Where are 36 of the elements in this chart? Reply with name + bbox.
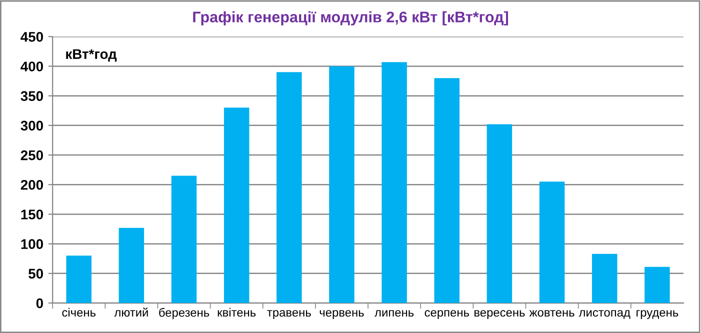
bar	[118, 228, 144, 304]
y-tick-label: 250	[20, 150, 43, 160]
y-tick-label: 400	[20, 62, 43, 72]
y-tick-label: 150	[21, 210, 43, 220]
y-tick-label: 50	[28, 268, 43, 279]
x-tick-label: грудень	[636, 310, 678, 320]
y-tick-label: 450	[20, 32, 43, 42]
bar	[224, 108, 250, 304]
x-tick-label: липень	[374, 310, 414, 317]
x-tick-label: серпень	[424, 310, 469, 320]
bar	[644, 266, 670, 304]
x-tick-label: березень	[159, 308, 210, 320]
y-axis-title: кВт*год	[66, 49, 117, 62]
x-tick-label: квітень	[218, 308, 256, 317]
bar	[592, 254, 618, 304]
bar	[329, 66, 354, 304]
bar	[171, 176, 197, 304]
x-tick-label: червень	[320, 310, 364, 320]
y-tick-label: 200	[20, 180, 43, 190]
x-tick-label: січень	[62, 308, 96, 317]
bar	[276, 72, 302, 304]
bar	[434, 78, 460, 304]
y-tick-label: 0	[36, 298, 43, 308]
y-tick-label: 300	[20, 120, 43, 131]
bar	[382, 62, 407, 304]
y-tick-label: 100	[21, 239, 43, 249]
x-tick-label: вересень	[474, 310, 525, 320]
bar	[486, 124, 512, 304]
x-tick-label: лютий	[114, 308, 148, 317]
chart-title: Графік генерації модулів 2,6 кВт [кВт*год]	[193, 11, 508, 26]
x-tick-label: листопад	[578, 310, 630, 319]
bar	[539, 182, 565, 304]
bar	[66, 256, 92, 304]
x-tick-label: травень	[267, 310, 311, 320]
x-tick-label: жовтень	[529, 310, 574, 317]
y-tick-label: 350	[20, 91, 43, 102]
